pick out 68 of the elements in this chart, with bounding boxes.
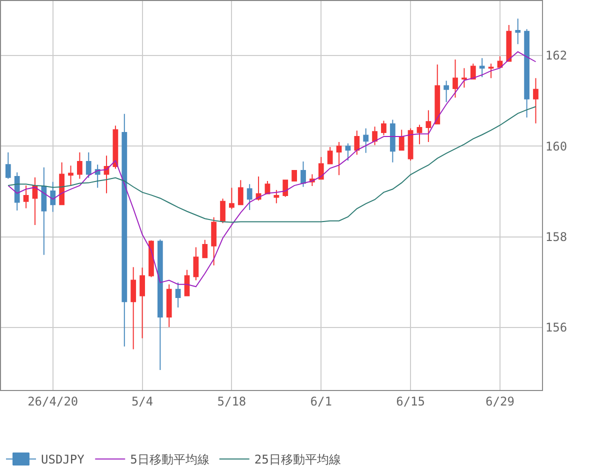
candlestick	[533, 78, 538, 124]
candlestick	[41, 166, 47, 256]
candlestick	[202, 239, 208, 258]
candlestick	[426, 110, 432, 142]
candlestick	[211, 216, 217, 266]
x-tick-label: 5/18	[217, 394, 246, 408]
candlestick	[336, 142, 342, 176]
candlestick	[434, 64, 440, 124]
candlestick	[444, 80, 450, 103]
y-tick-label: 162	[545, 48, 568, 63]
x-tick-label: 6/15	[396, 394, 426, 408]
y-tick-label: 156	[545, 320, 568, 335]
candlestick	[381, 120, 386, 136]
candlestick	[462, 68, 467, 88]
legend-label: USDJPY	[41, 452, 86, 467]
legend-label: 25日移動平均線	[254, 452, 341, 467]
candlestick	[50, 181, 56, 212]
candlestick	[193, 246, 199, 281]
candlestick	[524, 28, 530, 118]
candlestick	[318, 156, 324, 180]
legend-label: 5日移動平均線	[130, 452, 210, 467]
candlestick	[59, 162, 64, 206]
candlestick	[363, 128, 369, 154]
candlestick	[238, 180, 244, 206]
candlestick	[23, 185, 29, 209]
candlestick	[229, 187, 234, 210]
candlestick	[398, 129, 404, 151]
candlestick	[416, 124, 422, 145]
candlestick	[515, 18, 521, 45]
candlestick	[372, 126, 378, 146]
candlestick	[292, 170, 297, 182]
candlestick	[122, 113, 128, 347]
candlestick	[140, 267, 145, 339]
x-tick-label: 6/1	[310, 394, 332, 408]
candlestick	[130, 266, 136, 350]
candlestick	[175, 282, 181, 308]
candlestick	[86, 152, 92, 178]
x-tick-label: 6/29	[486, 394, 514, 408]
candlestick	[327, 146, 333, 164]
x-tick-label: 26/4/20	[28, 394, 78, 408]
candlestick	[354, 130, 360, 156]
line-series	[8, 106, 536, 223]
candlestick	[246, 184, 252, 211]
candlestick	[14, 172, 20, 211]
line-series	[8, 51, 536, 288]
candlestick	[104, 155, 110, 194]
candlestick	[68, 165, 74, 186]
candlestick	[479, 58, 485, 78]
candlestick	[300, 161, 306, 188]
candlestick	[452, 58, 458, 98]
candlestick	[506, 24, 512, 62]
y-tick-label: 160	[545, 139, 568, 154]
candlestick	[157, 238, 163, 371]
candlestick	[32, 176, 38, 226]
candlestick	[282, 180, 288, 198]
candlestick	[148, 240, 154, 278]
candlestick	[166, 284, 172, 328]
candlestick	[470, 63, 476, 80]
candlestick	[5, 152, 11, 180]
x-tick-label: 5/4	[131, 394, 154, 408]
candlestick	[390, 119, 396, 163]
candlestick	[220, 198, 226, 224]
y-tick-label: 158	[545, 230, 568, 244]
candlestick	[274, 190, 280, 204]
candlestick	[77, 152, 82, 180]
candlestick	[345, 142, 351, 162]
candlestick	[408, 128, 414, 162]
candlestick	[488, 63, 494, 79]
